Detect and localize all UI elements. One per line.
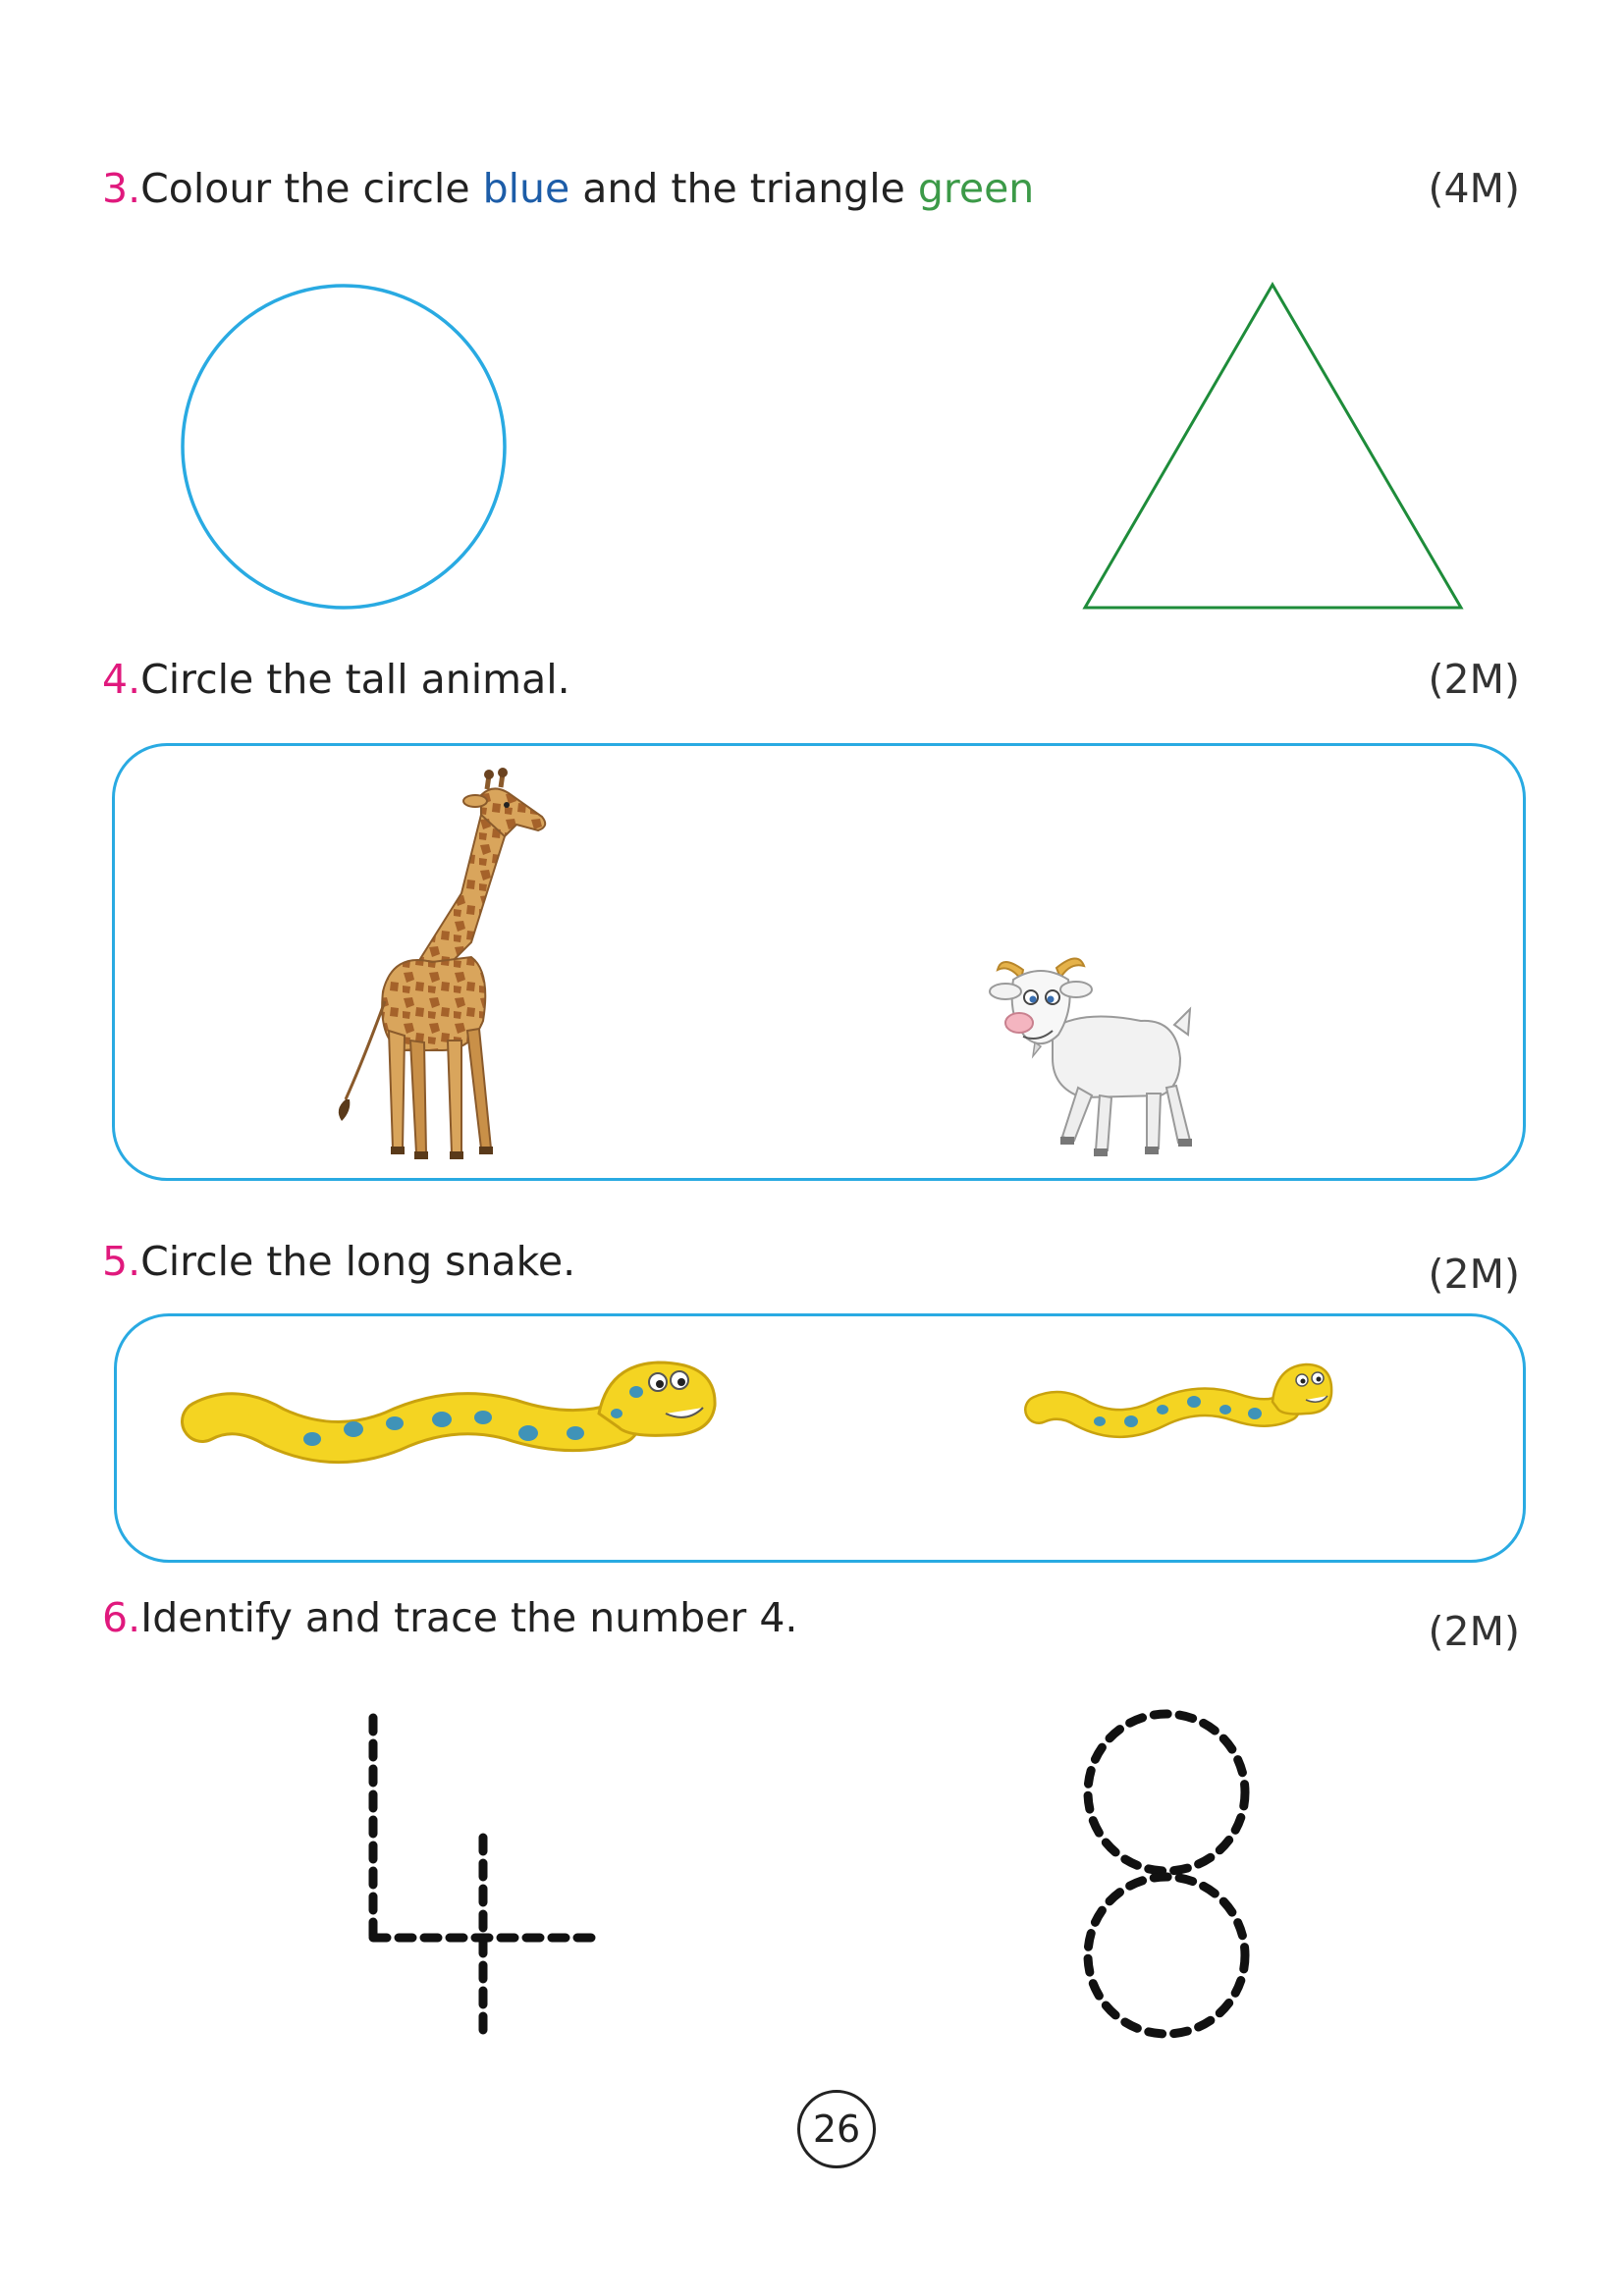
question-number: 4. xyxy=(102,656,141,703)
question-3: 3.Colour the circle blue and the triangl… xyxy=(102,169,1034,209)
triangle-shape[interactable] xyxy=(1080,280,1473,614)
question-5: 5.Circle the long snake. xyxy=(102,1242,575,1282)
question-6: 6.Identify and trace the number 4. xyxy=(102,1598,797,1638)
dotted-eight-figure[interactable] xyxy=(1070,1706,1267,2059)
question-text: Identify and trace the number 4. xyxy=(140,1594,798,1641)
snakes-box xyxy=(114,1313,1526,1563)
color-word-blue: blue xyxy=(482,165,570,212)
question-number: 3. xyxy=(102,165,141,212)
question-text: and the triangle xyxy=(569,165,918,212)
giraffe-image[interactable] xyxy=(324,766,560,1168)
question-text: Colour the circle xyxy=(140,165,483,212)
page-number: 26 xyxy=(797,2090,876,2168)
animals-box xyxy=(112,743,1526,1181)
marks-label: (2M) xyxy=(1428,1251,1520,1298)
question-text: Circle the tall animal. xyxy=(140,656,570,703)
question-4: 4.Circle the tall animal. xyxy=(102,660,570,700)
goat-image[interactable] xyxy=(984,940,1210,1166)
long-snake-image[interactable] xyxy=(181,1345,727,1482)
marks-label: (2M) xyxy=(1428,656,1520,703)
question-number: 6. xyxy=(102,1594,141,1641)
marks-label: (2M) xyxy=(1428,1608,1520,1655)
circle-shape[interactable] xyxy=(177,280,511,614)
marks-label: (4M) xyxy=(1428,165,1520,212)
page-number-text: 26 xyxy=(812,2108,861,2151)
color-word-green: green xyxy=(917,165,1035,212)
dotted-four-figure[interactable] xyxy=(353,1708,609,2045)
question-text: Circle the long snake. xyxy=(140,1238,576,1285)
question-number: 5. xyxy=(102,1238,141,1285)
short-snake-image[interactable] xyxy=(1024,1353,1335,1461)
